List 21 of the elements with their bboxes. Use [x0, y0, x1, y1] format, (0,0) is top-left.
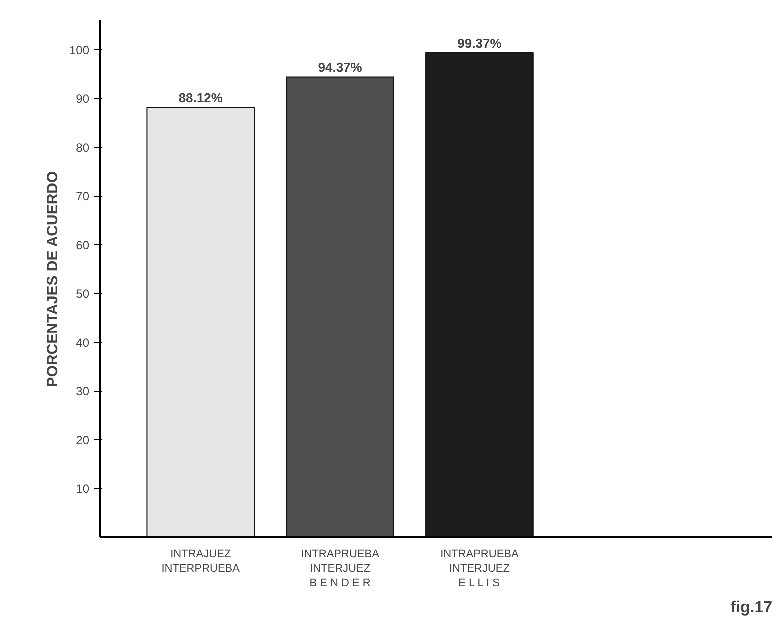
y-tick-label: 60 — [76, 238, 90, 252]
data-label: 94.37% — [318, 60, 363, 76]
y-tick-label: 50 — [76, 287, 90, 302]
y-tick-label: 10 — [76, 482, 90, 496]
y-tick-label: 40 — [76, 336, 90, 350]
data-label: 88.12% — [178, 90, 224, 106]
y-tick-label: 100 — [69, 43, 90, 58]
y-tick-label: 70 — [76, 190, 90, 204]
y-tick-label: 30 — [76, 384, 90, 399]
x-tick-label: INTRAPRUEBA INTERJUEZ E L L I S — [440, 548, 520, 590]
x-tick-label: INTRAPRUEBA INTERJUEZ B E N D E R — [301, 548, 380, 590]
data-label: 99.37% — [458, 36, 502, 51]
bar — [146, 107, 256, 538]
y-tick-label: 80 — [76, 140, 90, 155]
y-tick-label: 20 — [76, 433, 90, 448]
bar — [286, 76, 394, 538]
y-tick-label: 90 — [76, 92, 90, 106]
x-tick-label: INTRAJUEZ INTERPRUEBA — [162, 548, 241, 575]
caption: fig.17 — [730, 600, 773, 616]
y-axis-title: PORCENTAJES DE ACUERDO — [44, 171, 62, 388]
bar — [426, 52, 534, 538]
